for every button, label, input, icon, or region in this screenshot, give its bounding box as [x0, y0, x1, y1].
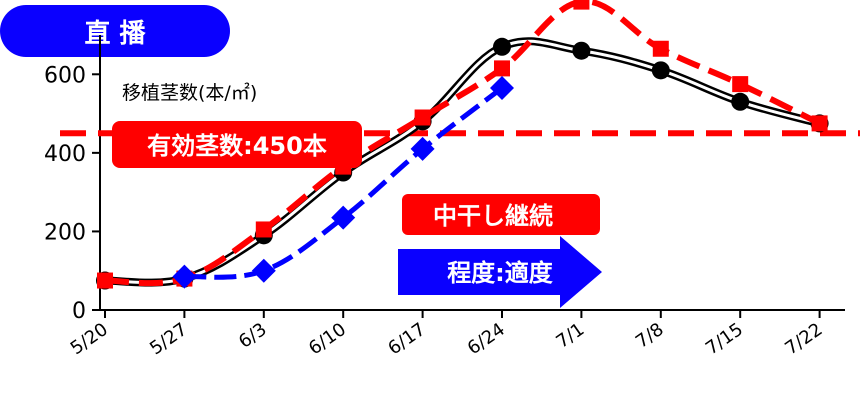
data-point-square — [255, 221, 272, 238]
title-badge — [0, 5, 230, 57]
chart-title: 直 播 — [84, 19, 146, 49]
data-point-diamond — [172, 264, 197, 289]
annotation-drainage-badge — [402, 194, 600, 235]
data-point-square — [97, 272, 113, 289]
series-line-blue — [184, 86, 504, 280]
data-point-circle — [493, 37, 511, 56]
data-point-diamond — [331, 205, 356, 230]
x-tick-label: 5/27 — [146, 319, 191, 359]
x-tick-label: 7/15 — [702, 319, 747, 359]
data-point-circle — [731, 92, 750, 111]
x-tick-label: 7/22 — [781, 319, 826, 359]
x-tick-label: 6/10 — [305, 319, 350, 359]
data-point-circle — [651, 61, 670, 80]
data-point-square — [494, 60, 510, 77]
y-tick-label: 400 — [44, 142, 86, 167]
x-tick-label: 6/3 — [235, 319, 271, 353]
series-group — [96, 0, 829, 290]
data-point-square — [652, 40, 669, 57]
axes: 0 200 400 600 5/20 5/27 6/3 6/10 6/17 6/24 7/1 7/8 7… — [44, 35, 845, 359]
x-tick-label: 7/1 — [552, 319, 588, 353]
x-tick-label: 7/8 — [632, 319, 668, 353]
x-tick-label: 6/24 — [464, 319, 509, 359]
y-axis-label: 移植茎数(本/㎡) — [122, 81, 257, 104]
x-tick-label: 5/20 — [67, 319, 112, 359]
reference-label: 有効茎数:450本 — [147, 132, 327, 160]
data-point-square — [811, 115, 828, 132]
y-tick-label: 0 — [72, 299, 86, 324]
data-point-diamond — [410, 136, 435, 161]
data-point-circle — [572, 41, 591, 60]
annotation-degree-arrow — [398, 236, 602, 308]
annotation-degree-text: 程度:適度 — [447, 259, 554, 287]
annotation-drainage-text: 中干し継続 — [433, 202, 553, 230]
series-line-black-core — [104, 39, 820, 285]
series-line-red — [104, 0, 821, 287]
data-point-square — [414, 109, 431, 126]
data-point-square — [732, 76, 749, 93]
reference-badge — [112, 121, 362, 168]
data-point-square — [573, 0, 590, 10]
y-tick-label: 200 — [44, 220, 86, 245]
x-tick-label: 6/17 — [384, 319, 429, 359]
y-tick-label: 600 — [44, 63, 86, 88]
data-point-diamond — [251, 258, 276, 283]
data-point-diamond — [490, 76, 514, 101]
